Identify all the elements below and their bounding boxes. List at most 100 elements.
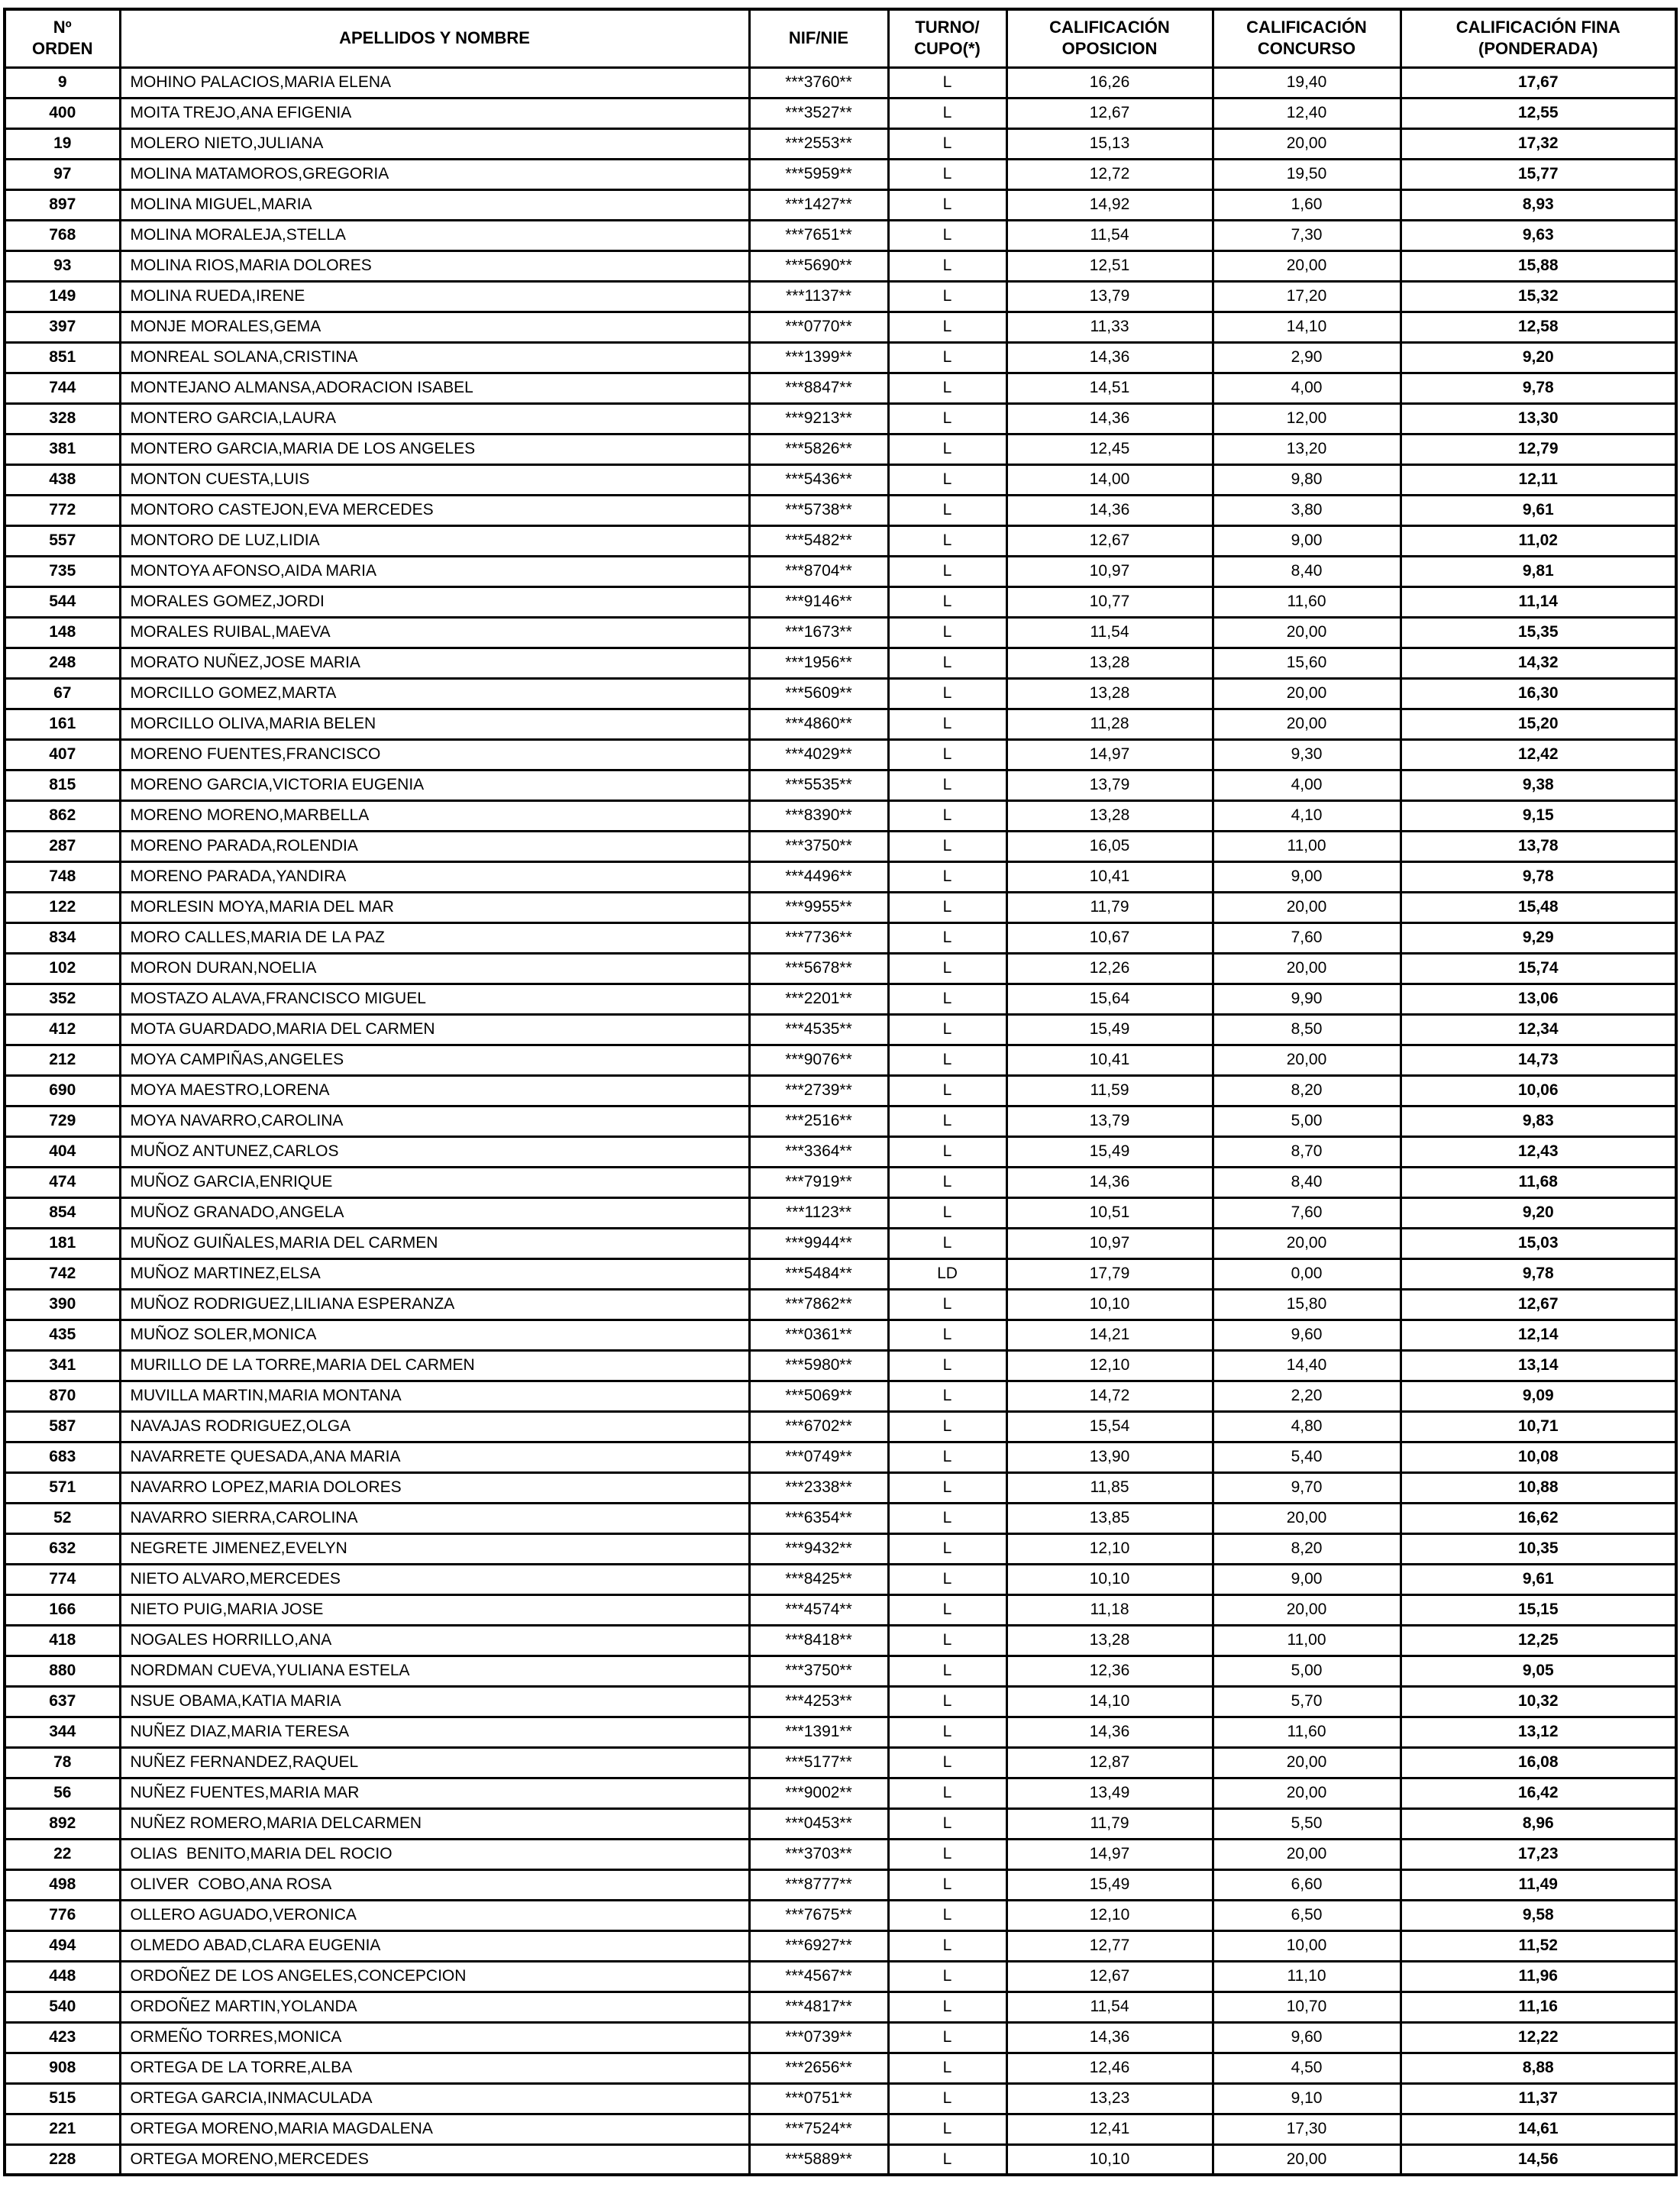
cell-calificacion-concurso: 7,30 — [1211, 218, 1402, 252]
cell-num-orden: 880 — [3, 1654, 121, 1688]
table-row: 97 MOLINA MATAMOROS,GREGORIA ***5959** L… — [3, 157, 1678, 191]
cell-calificacion-oposicion: 12,41 — [1005, 2112, 1214, 2146]
cell-calificacion-concurso: 2,90 — [1211, 341, 1402, 374]
cell-calificacion-concurso: 20,00 — [1211, 1226, 1402, 1260]
cell-num-orden: 97 — [3, 157, 121, 191]
cell-num-orden: 435 — [3, 1318, 121, 1352]
cell-calificacion-final: 16,30 — [1399, 677, 1678, 710]
cell-calificacion-oposicion: 12,10 — [1005, 1349, 1214, 1382]
cell-calificacion-oposicion: 13,49 — [1005, 1776, 1214, 1810]
cell-num-orden: 102 — [3, 951, 121, 985]
cell-calificacion-concurso: 4,00 — [1211, 371, 1402, 405]
cell-nif-nie: ***5690** — [748, 249, 890, 283]
table-row: 448 ORDOÑEZ DE LOS ANGELES,CONCEPCION **… — [3, 1959, 1678, 1993]
cell-apellidos-nombre: MUÑOZ SOLER,MONICA — [118, 1318, 751, 1352]
cell-nif-nie: ***7919** — [748, 1165, 890, 1199]
cell-calificacion-final: 9,05 — [1399, 1654, 1678, 1688]
cell-calificacion-concurso: 20,00 — [1211, 127, 1402, 160]
cell-apellidos-nombre: MONTEJANO ALMANSA,ADORACION ISABEL — [118, 371, 751, 405]
cell-apellidos-nombre: MUÑOZ GUIÑALES,MARIA DEL CARMEN — [118, 1226, 751, 1260]
cell-calificacion-oposicion: 12,67 — [1005, 96, 1214, 130]
cell-calificacion-oposicion: 11,54 — [1005, 1990, 1214, 2024]
cell-calificacion-concurso: 11,60 — [1211, 1715, 1402, 1749]
cell-apellidos-nombre: MOLINA MATAMOROS,GREGORIA — [118, 157, 751, 191]
table-row: 748 MORENO PARADA,YANDIRA ***4496** L 10… — [3, 860, 1678, 893]
table-row: 161 MORCILLO OLIVA,MARIA BELEN ***4860**… — [3, 707, 1678, 741]
cell-num-orden: 438 — [3, 463, 121, 496]
cell-num-orden: 341 — [3, 1349, 121, 1382]
cell-turno-cupo: L — [887, 982, 1008, 1016]
cell-turno-cupo: L — [887, 829, 1008, 863]
table-row: 637 NSUE OBAMA,KATIA MARIA ***4253** L 1… — [3, 1685, 1678, 1718]
cell-turno-cupo: L — [887, 1807, 1008, 1840]
cell-turno-cupo: L — [887, 1776, 1008, 1810]
cell-num-orden: 498 — [3, 1868, 121, 1901]
cell-calificacion-concurso: 9,30 — [1211, 738, 1402, 771]
cell-apellidos-nombre: OLIAS BENITO,MARIA DEL ROCIO — [118, 1837, 751, 1871]
cell-calificacion-concurso: 20,00 — [1211, 1593, 1402, 1627]
cell-calificacion-concurso: 9,60 — [1211, 1318, 1402, 1352]
cell-calificacion-oposicion: 14,72 — [1005, 1379, 1214, 1413]
cell-calificacion-oposicion: 15,49 — [1005, 1135, 1214, 1168]
cell-calificacion-final: 12,79 — [1399, 432, 1678, 466]
table-row: 435 MUÑOZ SOLER,MONICA ***0361** L 14,21… — [3, 1318, 1678, 1352]
cell-apellidos-nombre: NAVARRO SIERRA,CAROLINA — [118, 1501, 751, 1535]
col-header-calificacion-oposicion: CALIFICACIÓN OPOSICION — [1005, 8, 1214, 69]
cell-turno-cupo: L — [887, 1837, 1008, 1871]
cell-calificacion-concurso: 4,80 — [1211, 1410, 1402, 1443]
cell-calificacion-oposicion: 10,41 — [1005, 860, 1214, 893]
cell-calificacion-oposicion: 13,90 — [1005, 1440, 1214, 1474]
cell-calificacion-final: 14,61 — [1399, 2112, 1678, 2146]
cell-calificacion-concurso: 5,40 — [1211, 1440, 1402, 1474]
table-row: 744 MONTEJANO ALMANSA,ADORACION ISABEL *… — [3, 371, 1678, 405]
cell-nif-nie: ***2516** — [748, 1104, 890, 1138]
cell-calificacion-final: 9,61 — [1399, 1562, 1678, 1596]
cell-calificacion-concurso: 11,10 — [1211, 1959, 1402, 1993]
table-row: 181 MUÑOZ GUIÑALES,MARIA DEL CARMEN ***9… — [3, 1226, 1678, 1260]
cell-turno-cupo: L — [887, 127, 1008, 160]
cell-num-orden: 587 — [3, 1410, 121, 1443]
cell-turno-cupo: L — [887, 1196, 1008, 1229]
cell-num-orden: 892 — [3, 1807, 121, 1840]
cell-calificacion-final: 9,78 — [1399, 371, 1678, 405]
cell-nif-nie: ***1123** — [748, 1196, 890, 1229]
cell-apellidos-nombre: MORALES GOMEZ,JORDI — [118, 585, 751, 619]
cell-num-orden: 744 — [3, 371, 121, 405]
cell-calificacion-final: 9,83 — [1399, 1104, 1678, 1138]
cell-nif-nie: ***8777** — [748, 1868, 890, 1901]
cell-turno-cupo: L — [887, 432, 1008, 466]
cell-calificacion-concurso: 17,20 — [1211, 279, 1402, 313]
cell-apellidos-nombre: MONTERO GARCIA,MARIA DE LOS ANGELES — [118, 432, 751, 466]
cell-calificacion-concurso: 4,10 — [1211, 799, 1402, 832]
cell-turno-cupo: L — [887, 1440, 1008, 1474]
cell-calificacion-concurso: 8,40 — [1211, 554, 1402, 588]
cell-turno-cupo: L — [887, 157, 1008, 191]
cell-turno-cupo: L — [887, 1623, 1008, 1657]
cell-turno-cupo: L — [887, 707, 1008, 741]
table-row: 287 MORENO PARADA,ROLENDIA ***3750** L 1… — [3, 829, 1678, 863]
cell-apellidos-nombre: OLMEDO ABAD,CLARA EUGENIA — [118, 1929, 751, 1962]
cell-apellidos-nombre: MORCILLO GOMEZ,MARTA — [118, 677, 751, 710]
cell-calificacion-final: 9,15 — [1399, 799, 1678, 832]
cell-num-orden: 166 — [3, 1593, 121, 1627]
cell-apellidos-nombre: MORLESIN MOYA,MARIA DEL MAR — [118, 890, 751, 924]
table-row: 221 ORTEGA MORENO,MARIA MAGDALENA ***752… — [3, 2112, 1678, 2146]
table-row: 397 MONJE MORALES,GEMA ***0770** L 11,33… — [3, 310, 1678, 344]
cell-turno-cupo: L — [887, 1898, 1008, 1932]
cell-turno-cupo: L — [887, 493, 1008, 527]
table-row: 52 NAVARRO SIERRA,CAROLINA ***6354** L 1… — [3, 1501, 1678, 1535]
cell-apellidos-nombre: MONTERO GARCIA,LAURA — [118, 402, 751, 435]
cell-num-orden: 632 — [3, 1532, 121, 1565]
cell-calificacion-concurso: 14,40 — [1211, 1349, 1402, 1382]
cell-calificacion-concurso: 1,60 — [1211, 188, 1402, 221]
cell-calificacion-oposicion: 11,85 — [1005, 1471, 1214, 1504]
cell-calificacion-concurso: 9,10 — [1211, 2082, 1402, 2115]
cell-num-orden: 870 — [3, 1379, 121, 1413]
cell-turno-cupo: L — [887, 66, 1008, 99]
table-row: 544 MORALES GOMEZ,JORDI ***9146** L 10,7… — [3, 585, 1678, 619]
cell-turno-cupo: L — [887, 1532, 1008, 1565]
cell-apellidos-nombre: MUÑOZ ANTUNEZ,CARLOS — [118, 1135, 751, 1168]
cell-calificacion-final: 12,25 — [1399, 1623, 1678, 1657]
cell-apellidos-nombre: MORALES RUIBAL,MAEVA — [118, 615, 751, 649]
cell-calificacion-concurso: 5,50 — [1211, 1807, 1402, 1840]
